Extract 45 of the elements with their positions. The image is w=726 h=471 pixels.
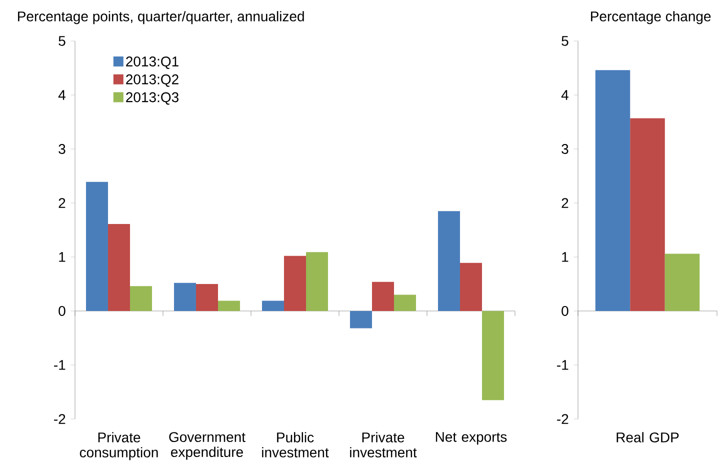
bar [595, 70, 630, 311]
x-tick-label: Private investment [350, 432, 417, 458]
y-tick-label: 4 [58, 90, 66, 100]
bar [394, 294, 416, 311]
bar [482, 310, 504, 400]
x-tick-label: Government expenditure [169, 432, 246, 460]
bar [262, 300, 284, 311]
x-tick-label: Real GDP [616, 432, 679, 442]
x-tick-label: Net exports [436, 432, 507, 445]
y-tick-label: 1 [59, 252, 66, 262]
y-tick-label: 3 [562, 144, 568, 154]
y-tick-label: 0 [58, 306, 66, 316]
y-tick-label: 5 [58, 36, 66, 46]
y-tick-label: -1 [54, 360, 66, 370]
x-tick-label: Private consumption [80, 432, 158, 460]
bar [438, 211, 460, 311]
y-tick-label: -1 [557, 360, 568, 370]
bar [350, 310, 372, 328]
y-tick-label: 2 [58, 198, 66, 208]
y-tick-label: 4 [561, 90, 568, 100]
bar [460, 262, 482, 311]
x-tick-label: Public investment [262, 432, 329, 458]
bar [174, 282, 196, 311]
chart-title: Percentage change [591, 11, 711, 24]
bar [372, 282, 394, 311]
bar [196, 284, 218, 311]
bar [218, 300, 240, 311]
bar [630, 118, 665, 311]
bar [306, 252, 328, 311]
y-tick-label: -2 [557, 414, 568, 424]
bar [130, 286, 152, 311]
y-tick-label: 1 [562, 252, 568, 262]
bar [108, 224, 130, 311]
y-tick-label: 2 [562, 198, 568, 208]
y-tick-label: 0 [562, 306, 568, 316]
y-tick-label: -2 [54, 414, 66, 424]
legend-label: 2013:Q1 [126, 56, 178, 69]
legend-label: 2013:Q3 [126, 92, 178, 105]
chart-title: Percentage points, quarter/quarter, annualized [18, 11, 304, 24]
bar [664, 254, 700, 311]
legend-label: 2013:Q2 [126, 74, 178, 87]
y-tick-label: 3 [58, 144, 66, 154]
bar [284, 256, 306, 311]
bar [86, 182, 108, 311]
y-tick-label: 5 [562, 36, 568, 46]
